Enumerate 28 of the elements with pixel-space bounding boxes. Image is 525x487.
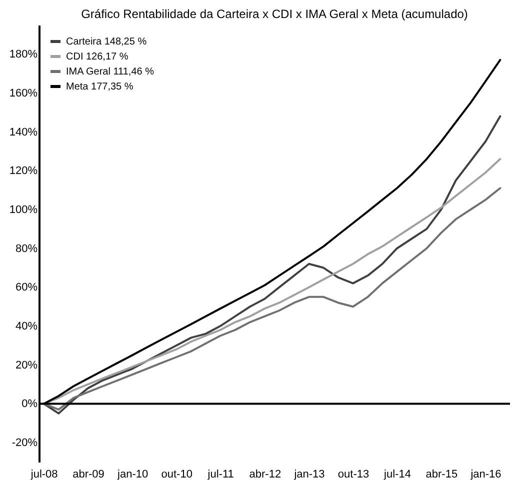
y-tick-label: 80%: [15, 242, 38, 255]
legend-label: IMA Geral 111,46 %: [66, 66, 154, 78]
y-tick-label: 100%: [9, 204, 38, 216]
y-tick-label: 20%: [15, 359, 38, 372]
x-tick-label: abr-12: [249, 468, 282, 480]
y-tick-label: 40%: [15, 320, 38, 333]
x-tick-label: out-10: [161, 468, 192, 480]
x-tick-label: jul-14: [383, 468, 411, 480]
legend-label: Meta 177,35 %: [66, 82, 134, 92]
x-tick-label: jul-11: [206, 468, 234, 480]
x-tick-label: out-13: [338, 468, 370, 480]
y-tick-label: 160%: [9, 87, 38, 100]
y-tick-label: 60%: [15, 282, 38, 294]
line-series: [42, 115, 502, 414]
x-tick-label: jan-13: [293, 468, 325, 480]
legend-label: Carteira 148,25 %: [66, 36, 147, 48]
x-tick-label: abr-09: [72, 468, 104, 480]
x-tick-label: jan-16: [470, 468, 502, 480]
y-tick-label: 180%: [9, 48, 38, 61]
x-tick-label: jan-10: [116, 468, 148, 480]
y-tick-label: 140%: [9, 126, 38, 138]
chart-title: Gráfico Rentabilidade da Carteira x CDI x IMA Geral x Meta (acumulado): [81, 7, 468, 21]
y-tick-label: -20%: [12, 437, 38, 450]
y-tick-label: 0%: [22, 398, 38, 410]
y-tick-label: 120%: [9, 165, 38, 178]
legend-label: CDI 126,17 %: [66, 52, 128, 62]
x-tick-label: jul-08: [30, 468, 58, 480]
x-tick-label: abr-15: [426, 468, 458, 480]
